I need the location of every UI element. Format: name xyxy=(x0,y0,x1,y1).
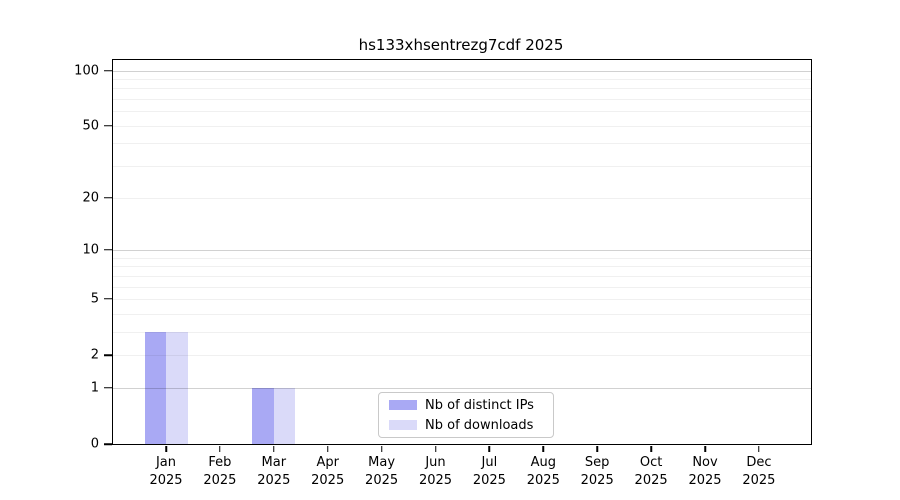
x-axis-tick xyxy=(219,445,221,452)
minor-gridline xyxy=(113,197,811,199)
minor-gridline xyxy=(113,166,811,168)
legend-swatch-distinct-ips xyxy=(389,400,417,410)
x-tick-year: 2025 xyxy=(634,473,668,489)
x-axis-tick xyxy=(704,445,706,452)
y-axis-tick xyxy=(104,125,112,127)
chart-title: hs133xhsentrezg7cdf 2025 xyxy=(358,36,564,54)
minor-gridline xyxy=(113,125,811,127)
x-tick-month: Nov xyxy=(692,455,718,470)
minor-gridline xyxy=(113,257,811,259)
x-tick-month: May xyxy=(368,455,396,470)
bar-distinct-ips xyxy=(144,331,166,444)
x-tick-label: Jan 2025 xyxy=(138,454,194,490)
x-tick-label: Jul 2025 xyxy=(461,454,517,490)
y-tick-label: 10 xyxy=(82,242,99,258)
x-tick-month: Apr xyxy=(316,455,339,470)
legend-item-downloads: Nb of downloads xyxy=(389,418,553,433)
x-tick-label: Feb 2025 xyxy=(192,454,248,490)
x-axis-tick xyxy=(488,445,491,452)
minor-gridline xyxy=(113,298,811,300)
y-axis-tick xyxy=(104,387,112,389)
x-tick-label: Oct 2025 xyxy=(623,454,679,490)
x-tick-month: Jan xyxy=(155,455,177,470)
x-tick-month: Oct xyxy=(639,455,663,470)
x-tick-year: 2025 xyxy=(311,473,345,489)
minor-gridline xyxy=(113,99,811,101)
major-gridline xyxy=(113,387,811,389)
x-tick-month: Dec xyxy=(746,455,772,470)
x-tick-year: 2025 xyxy=(257,473,291,489)
x-axis-tick xyxy=(326,445,329,452)
x-axis-tick xyxy=(542,445,545,452)
x-tick-month: Feb xyxy=(208,455,232,470)
x-axis-tick xyxy=(380,445,383,452)
bar-downloads xyxy=(166,331,188,444)
x-tick-year: 2025 xyxy=(203,473,237,489)
legend-item-distinct-ips: Nb of distinct IPs xyxy=(389,398,553,413)
x-tick-label: Nov 2025 xyxy=(677,454,733,490)
x-tick-month: Sep xyxy=(584,455,610,470)
legend-label-distinct-ips: Nb of distinct IPs xyxy=(425,397,534,413)
x-tick-year: 2025 xyxy=(580,473,614,489)
y-axis-tick xyxy=(104,298,112,300)
x-tick-month: Aug xyxy=(530,455,556,470)
x-tick-label: Aug 2025 xyxy=(515,454,571,490)
minor-gridline xyxy=(113,286,811,288)
y-tick-label: 2 xyxy=(90,347,99,363)
y-tick-label: 20 xyxy=(82,190,99,206)
y-axis-tick xyxy=(104,443,112,445)
minor-gridline xyxy=(113,88,811,90)
x-tick-month: Mar xyxy=(261,455,287,470)
minor-gridline xyxy=(113,143,811,145)
x-tick-label: Jun 2025 xyxy=(408,454,464,490)
minor-gridline xyxy=(113,78,811,80)
y-tick-label: 100 xyxy=(74,63,99,78)
legend-swatch-downloads xyxy=(389,420,417,430)
bar-distinct-ips xyxy=(252,387,274,444)
y-axis-tick xyxy=(104,196,112,199)
x-tick-year: 2025 xyxy=(149,473,183,489)
y-axis-tick xyxy=(104,354,112,356)
y-tick-label: 0 xyxy=(90,436,99,452)
major-gridline xyxy=(113,249,811,251)
x-tick-label: Sep 2025 xyxy=(569,454,625,490)
plot-area: 0 1 2 5 10 20 50 100 Jan 2025 Feb 2025 Mar 2025 Apr 202… xyxy=(74,59,812,488)
y-axis-tick xyxy=(104,249,112,251)
bar-downloads xyxy=(273,387,296,444)
x-axis-tick xyxy=(165,445,167,452)
x-tick-year: 2025 xyxy=(418,473,453,489)
x-tick-label: Apr 2025 xyxy=(300,454,356,490)
x-tick-year: 2025 xyxy=(742,473,776,489)
x-tick-year: 2025 xyxy=(365,473,399,489)
major-gridline xyxy=(113,70,811,72)
minor-gridline xyxy=(113,331,811,333)
x-axis-tick xyxy=(758,445,760,452)
y-axis-tick xyxy=(104,69,112,72)
x-axis-tick xyxy=(596,445,598,452)
x-tick-year: 2025 xyxy=(688,473,722,489)
x-tick-month: Jun xyxy=(425,455,446,470)
x-tick-label: Dec 2025 xyxy=(731,454,787,490)
x-tick-year: 2025 xyxy=(472,473,506,489)
y-tick-label: 5 xyxy=(90,291,99,307)
minor-gridline xyxy=(113,111,811,113)
minor-gridline xyxy=(113,266,811,268)
y-tick-label: 50 xyxy=(82,118,99,134)
minor-gridline xyxy=(113,275,811,277)
x-tick-month: Jul xyxy=(481,455,498,470)
x-axis-tick xyxy=(273,445,275,452)
legend: Nb of distinct IPs Nb of downloads xyxy=(378,392,554,438)
x-axis-tick xyxy=(434,445,437,452)
x-tick-label: Mar 2025 xyxy=(246,454,302,490)
x-tick-label: May 2025 xyxy=(354,454,410,490)
x-axis-tick xyxy=(650,445,652,452)
x-tick-year: 2025 xyxy=(526,473,560,489)
minor-gridline xyxy=(113,313,811,315)
minor-gridline xyxy=(113,355,811,357)
y-tick-label: 1 xyxy=(90,380,99,396)
legend-label-downloads: Nb of downloads xyxy=(425,417,534,433)
